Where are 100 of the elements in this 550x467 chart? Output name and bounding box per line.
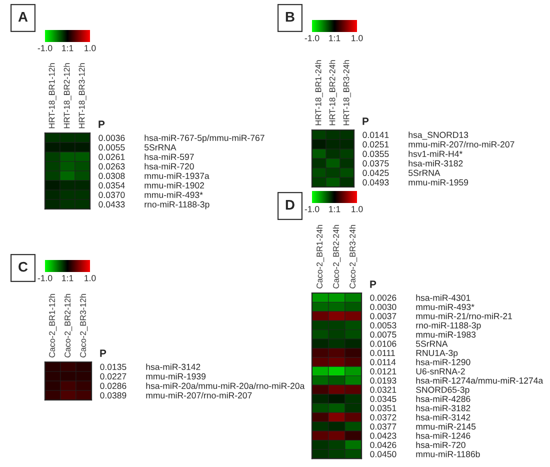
- y2-tick-label: rno-miR-1188-3p: [416, 322, 481, 330]
- y-tick-label: 0.0370: [98, 192, 125, 198]
- chart-title: D: [286, 200, 294, 210]
- y2-tick-label: hsa-miR-720: [144, 163, 194, 170]
- y2-tick-label: mmu-miR-1186b: [416, 450, 480, 458]
- y2-tick-label: hsa-miR-1290: [416, 358, 470, 366]
- x-tick-label: Caco-2_BR3-12h: [80, 294, 88, 358]
- y-tick-label: 0.0037: [370, 313, 396, 320]
- text: P: [100, 350, 106, 357]
- y-tick-label: 0.0053: [370, 322, 396, 328]
- y-tick-label: 0.0193: [370, 377, 396, 384]
- x-tick-label: HRT-18_BR3-12h: [78, 63, 86, 128]
- y2-tick-label: hsa-miR-767-5p/mmu-miR-767: [144, 134, 264, 143]
- color-bar-label: -1.0: [38, 275, 52, 282]
- color-bar-label: 1:1: [62, 275, 74, 282]
- color-bar-label: 1.0: [352, 206, 363, 212]
- x-tick-label: HRT-18_BR1-24h: [315, 60, 323, 126]
- y2-tick-label: hsa-miR-3182: [408, 160, 463, 167]
- x-tick-label: Caco-2_BR3-24h: [349, 224, 358, 288]
- y-tick-label: 0.0354: [98, 182, 125, 189]
- y2-tick-label: hsa-miR-1274a/mmu-miR-1274a: [416, 377, 544, 384]
- color-bar-label: 1.0: [352, 35, 363, 42]
- y2-tick-label: hsa_SNORD13: [408, 132, 468, 140]
- color-bar-label: -1.0: [304, 35, 320, 42]
- text: P: [362, 118, 369, 125]
- y2-tick-label: hsa-miR-4301: [416, 294, 470, 301]
- x-tick-label: Caco-2_BR2-24h: [332, 224, 341, 288]
- y-tick-label: 0.0423: [370, 432, 396, 439]
- y2-tick-label: SNORD65-3p: [416, 386, 470, 395]
- y-tick-label: 0.0261: [98, 154, 125, 160]
- y2-tick-label: mmu-miR-493*: [416, 304, 474, 310]
- y2-tick-label: hsa-miR-20a/mmu-miR-20a/rno-miR-20a: [146, 382, 305, 390]
- y-tick-label: 0.0493: [362, 179, 389, 186]
- y2-tick-label: mmu-miR-493*: [144, 192, 203, 198]
- y-tick-label: 0.0375: [362, 160, 389, 167]
- y2-tick-label: U6-snRNA-2: [416, 368, 465, 374]
- y2-tick-label: hsa-miR-3182: [416, 404, 470, 412]
- color-bar-label: 1.0: [84, 45, 96, 52]
- y-tick-label: 0.0075: [370, 331, 396, 338]
- y-tick-label: 0.0106: [370, 340, 396, 347]
- y2-tick-label: RNU1A-3p: [416, 350, 458, 358]
- y2-tick-label: mmu-miR-2145: [416, 423, 476, 430]
- y2-tick-label: hsa-miR-597: [144, 154, 194, 160]
- y-tick-label: 0.0111: [370, 350, 395, 356]
- color-bar-label: 1.0: [84, 275, 96, 282]
- y2-tick-label: rno-miR-1188-3p: [144, 201, 210, 210]
- y2-tick-label: mmu-miR-1937a: [144, 172, 210, 180]
- y-tick-label: 0.0355: [362, 150, 389, 158]
- y-tick-label: 0.0055: [98, 144, 125, 151]
- y-tick-label: 0.0389: [100, 392, 126, 399]
- x-tick-label: Caco-2_BR1-24h: [316, 224, 324, 288]
- y-tick-label: 0.0026: [370, 294, 396, 301]
- y-tick-label: 0.0286: [100, 382, 126, 390]
- chart-title: C: [18, 262, 28, 272]
- y-tick-label: 0.0114: [370, 359, 396, 366]
- color-bar-label: -1.0: [38, 45, 52, 52]
- y-tick-label: 0.0227: [100, 373, 126, 380]
- y2-tick-label: 5SrRNA: [408, 170, 440, 176]
- y-tick-label: 0.0141: [362, 132, 389, 138]
- y-tick-label: 0.0433: [98, 201, 125, 208]
- x-tick-label: HRT-18_BR2-24h: [329, 60, 337, 126]
- x-tick-label: Caco-2_BR1-12h: [48, 294, 57, 358]
- x-tick-label: Caco-2_BR2-12h: [64, 294, 72, 358]
- chart-title: A: [18, 12, 28, 22]
- y2-tick-label: 5SrRNA: [416, 340, 448, 347]
- color-bar-label: -1.0: [304, 206, 320, 212]
- color-bar-label: 1:1: [329, 35, 340, 42]
- color-bar-label: 1:1: [62, 45, 74, 52]
- x-tick-label: HRT-18_BR1-12h: [48, 63, 56, 128]
- y-tick-label: 0.0450: [370, 451, 396, 458]
- x-tick-label: HRT-18_BR3-24h: [343, 60, 351, 126]
- y2-tick-label: hsa-miR-3142: [146, 364, 200, 370]
- y-tick-label: 0.0121: [370, 368, 396, 374]
- y2-tick-label: mmu-miR-1983: [416, 331, 476, 338]
- y2-tick-label: mmu-miR-21/rno-miR-21: [416, 312, 512, 320]
- y-tick-label: 0.0251: [362, 141, 389, 148]
- y-tick-label: 0.0036: [98, 134, 125, 142]
- y-tick-label: 0.0425: [362, 170, 389, 176]
- y-tick-label: 0.0345: [370, 396, 396, 402]
- color-bar-label: 1:1: [329, 206, 340, 212]
- y-tick-label: 0.0030: [370, 304, 396, 310]
- y2-tick-label: hsa-miR-4286: [416, 396, 470, 402]
- y2-tick-label: hsa-miR-720: [416, 442, 466, 448]
- y2-tick-label: mmu-miR-207/rno-miR-207: [408, 141, 514, 148]
- y-tick-label: 0.0426: [370, 442, 396, 448]
- chart-title: B: [286, 12, 294, 22]
- y2-tick-label: hsa-miR-3142: [416, 414, 470, 420]
- text: P: [370, 280, 376, 288]
- y2-tick-label: 5SrRNA: [144, 144, 176, 151]
- y-tick-label: 0.0263: [98, 163, 125, 170]
- y-tick-label: 0.0135: [100, 364, 126, 370]
- y-tick-label: 0.0308: [98, 172, 125, 180]
- y-tick-label: 0.0372: [370, 414, 396, 420]
- y2-tick-label: mmu-miR-1902: [144, 182, 204, 189]
- y2-tick-label: mmu-miR-1939: [146, 373, 206, 380]
- text: P: [98, 120, 105, 128]
- y2-tick-label: mmu-miR-1959: [408, 179, 468, 186]
- y2-tick-label: hsa-miR-1246: [416, 432, 470, 439]
- x-tick-label: HRT-18_BR2-12h: [64, 63, 72, 128]
- y2-tick-label: mmu-miR-207/rno-miR-207: [146, 392, 252, 399]
